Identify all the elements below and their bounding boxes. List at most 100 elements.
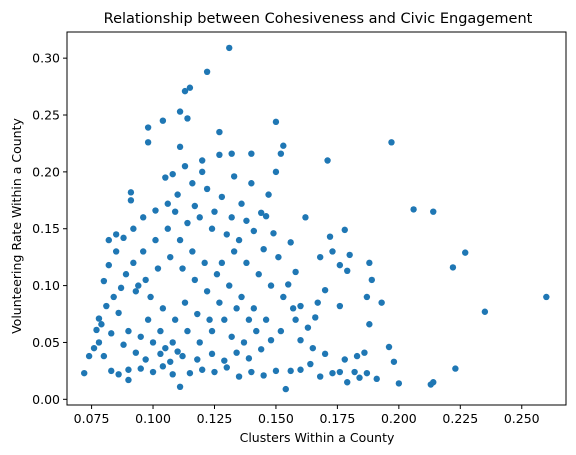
y-tick-label: 0.20 <box>32 164 60 179</box>
data-point <box>120 235 126 241</box>
data-point <box>366 321 372 327</box>
data-point <box>115 310 121 316</box>
data-point <box>211 208 217 214</box>
data-point <box>307 361 313 367</box>
data-point <box>189 180 195 186</box>
data-point <box>106 262 112 268</box>
data-point <box>197 214 203 220</box>
data-point <box>351 369 357 375</box>
data-point <box>160 118 166 124</box>
data-point <box>170 171 176 177</box>
data-point <box>248 150 254 156</box>
data-point <box>172 208 178 214</box>
x-tick-label: 0.100 <box>135 411 171 426</box>
data-point <box>236 237 242 243</box>
data-point <box>128 189 134 195</box>
data-point <box>177 108 183 114</box>
data-point <box>111 294 117 300</box>
data-point <box>342 356 348 362</box>
data-point <box>174 348 180 354</box>
data-point <box>108 330 114 336</box>
data-point <box>142 356 148 362</box>
data-point <box>275 254 281 260</box>
data-point <box>337 369 343 375</box>
data-point <box>246 317 252 323</box>
data-point <box>150 369 156 375</box>
data-point <box>165 226 171 232</box>
data-point <box>187 370 193 376</box>
data-point <box>233 305 239 311</box>
data-point <box>125 328 131 334</box>
data-point <box>248 369 254 375</box>
data-point <box>251 228 257 234</box>
x-axis-label: Clusters Within a County <box>240 430 395 445</box>
data-point <box>216 299 222 305</box>
data-point <box>315 299 321 305</box>
data-point <box>260 246 266 252</box>
data-point <box>155 265 161 271</box>
data-point <box>152 207 158 213</box>
data-point <box>138 334 144 340</box>
data-point <box>302 214 308 220</box>
data-point <box>324 157 330 163</box>
data-point <box>120 342 126 348</box>
data-point <box>280 143 286 149</box>
data-point <box>287 239 293 245</box>
data-point <box>327 234 333 240</box>
data-point <box>206 317 212 323</box>
data-point <box>243 218 249 224</box>
data-point <box>101 278 107 284</box>
data-point <box>317 373 323 379</box>
y-tick-label: 0.25 <box>32 108 60 123</box>
data-point <box>268 337 274 343</box>
data-point <box>142 277 148 283</box>
data-point <box>157 351 163 357</box>
data-point <box>177 144 183 150</box>
data-point <box>118 285 124 291</box>
data-point <box>356 375 362 381</box>
data-point <box>199 157 205 163</box>
data-point <box>386 344 392 350</box>
x-tick-label: 0.175 <box>319 411 355 426</box>
data-point <box>337 303 343 309</box>
x-tick-label: 0.075 <box>74 411 110 426</box>
data-point <box>280 294 286 300</box>
data-point <box>270 230 276 236</box>
data-point <box>378 299 384 305</box>
x-tick-label: 0.250 <box>504 411 540 426</box>
data-point <box>103 303 109 309</box>
data-point <box>189 248 195 254</box>
data-point <box>123 271 129 277</box>
data-point <box>224 364 230 370</box>
data-point <box>312 314 318 320</box>
y-tick-label: 0.15 <box>32 221 60 236</box>
data-point <box>133 349 139 355</box>
data-point <box>192 277 198 283</box>
data-point <box>241 339 247 345</box>
data-point <box>192 203 198 209</box>
data-point <box>194 356 200 362</box>
data-point <box>101 353 107 359</box>
data-point <box>113 231 119 237</box>
data-point <box>96 339 102 345</box>
data-point <box>297 303 303 309</box>
data-point <box>182 299 188 305</box>
data-point <box>106 237 112 243</box>
data-point <box>184 220 190 226</box>
data-point <box>157 328 163 334</box>
data-point <box>226 282 232 288</box>
data-point <box>253 328 259 334</box>
data-point <box>113 248 119 254</box>
data-point <box>128 197 134 203</box>
data-point <box>170 371 176 377</box>
data-point <box>130 260 136 266</box>
data-point <box>258 346 264 352</box>
data-point <box>130 226 136 232</box>
data-point <box>462 249 468 255</box>
data-point <box>147 294 153 300</box>
data-point <box>108 368 114 374</box>
data-point <box>273 169 279 175</box>
data-point <box>329 370 335 376</box>
data-point <box>450 264 456 270</box>
data-point <box>216 152 222 158</box>
